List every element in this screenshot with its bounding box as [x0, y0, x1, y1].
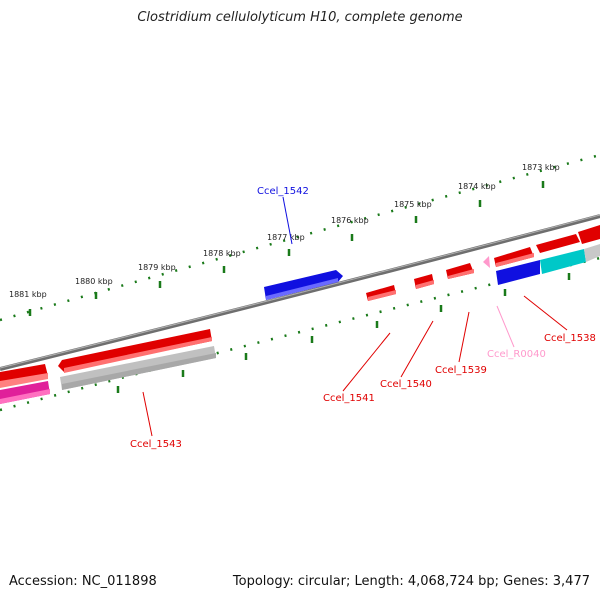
tick-label-1878: 1878 kbp: [203, 249, 241, 258]
gene-label-ccel-1540[interactable]: Ccel_1540: [380, 379, 432, 390]
tick-label-1879: 1879 kbp: [138, 263, 176, 272]
tick-label-1874: 1874 kbp: [458, 182, 496, 191]
gene-label-ccel-1539[interactable]: Ccel_1539: [435, 365, 487, 376]
footer-topology: Topology: circular; Length: 4,068,724 bp…: [232, 574, 590, 589]
gene-label-ccel-r0040[interactable]: Ccel_R0040: [487, 349, 546, 360]
tick-label-1875: 1875 kbp: [394, 200, 432, 209]
map-title: Clostridium cellulolyticum H10, complete…: [137, 10, 463, 25]
gene-block-cyan[interactable]: [540, 249, 586, 274]
gene-block-forward-b[interactable]: [536, 234, 580, 253]
tick-label-1881: 1881 kbp: [9, 290, 47, 299]
tick-label-1880: 1880 kbp: [75, 277, 113, 286]
reverse-strand-genes: [264, 244, 600, 300]
gene-block-reverse-b[interactable]: [496, 260, 540, 285]
genome-backbone: [0, 214, 600, 371]
gene-label-ccel-1538[interactable]: Ccel_1538: [544, 333, 596, 344]
gene-label-ccel-1541[interactable]: Ccel_1541: [323, 393, 375, 404]
callout-ccel-1538: [523, 295, 568, 331]
callout-ccel-1543: [142, 391, 153, 437]
gene-label-ccel-1543[interactable]: Ccel_1543: [130, 439, 182, 450]
inner-major-ticks: [116, 273, 571, 393]
callout-ccel-r0040: [496, 305, 515, 348]
outer-major-ticks: [28, 181, 545, 316]
gene-label-ccel-1542[interactable]: Ccel_1542: [257, 186, 309, 197]
tick-label-1873: 1873 kbp: [522, 163, 560, 172]
forward-strand-genes: [0, 225, 600, 388]
callout-ccel-1540: [400, 320, 434, 378]
callout-ccel-1541: [342, 332, 391, 392]
tick-label-1877: 1877 kbp: [267, 233, 305, 242]
gene-block-ccel-r0040[interactable]: [483, 256, 490, 268]
gene-block-forward-c[interactable]: [578, 225, 600, 244]
footer-accession: Accession: NC_011898: [9, 574, 157, 589]
callout-ccel-1539: [458, 311, 470, 363]
gene-block-gray-right[interactable]: [584, 244, 600, 262]
tick-label-1876: 1876 kbp: [331, 216, 369, 225]
callout-ccel-1542: [282, 196, 293, 245]
